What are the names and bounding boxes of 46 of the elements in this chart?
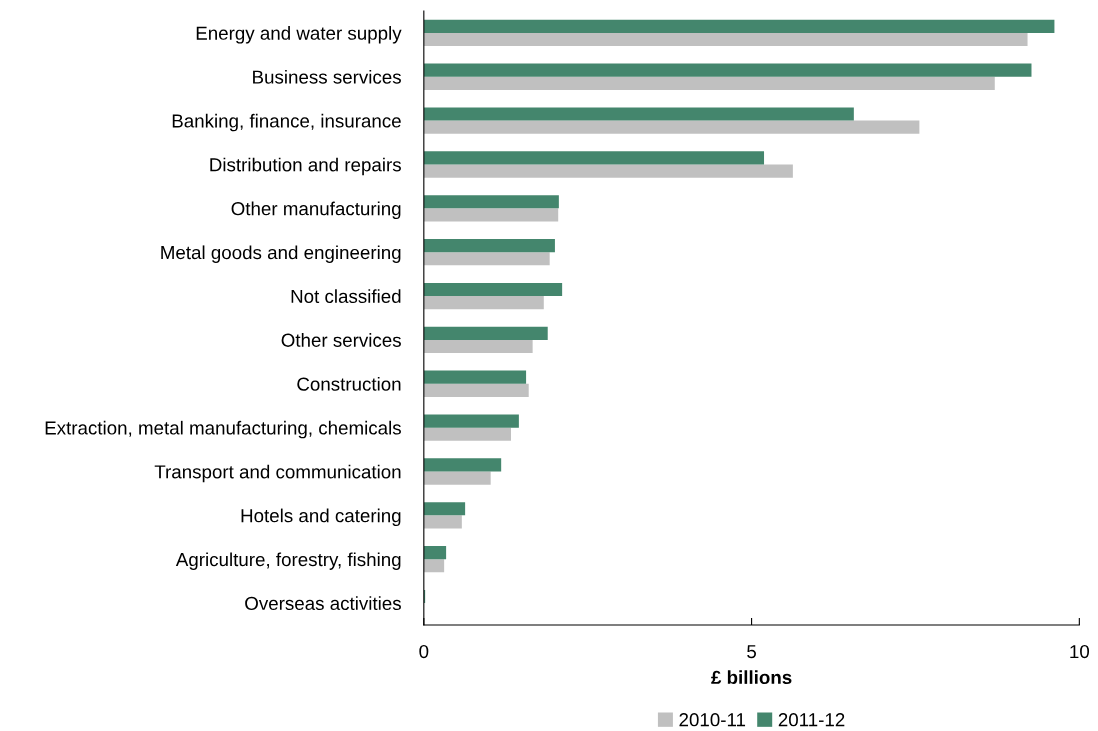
bar (423, 208, 559, 222)
bar (423, 252, 550, 266)
bar (423, 120, 920, 134)
bar (423, 471, 491, 485)
y-tick-label: Agriculture, forestry, fishing (175, 552, 401, 570)
bar (423, 414, 519, 428)
x-tick-label: 10 (1070, 644, 1090, 659)
bar (423, 76, 995, 90)
bar (423, 546, 447, 560)
y-tick-label: Other services (281, 333, 401, 347)
bar (423, 239, 555, 253)
bar (423, 164, 793, 178)
x-axis-title: £ billions (711, 670, 792, 685)
y-tick-label: Transport and communication (154, 464, 401, 483)
bar (423, 195, 559, 209)
y-tick-label: Other manufacturing (231, 201, 401, 220)
y-tick-label: Energy and water supply (196, 26, 402, 44)
y-tick-label: Banking, finance, insurance (172, 113, 401, 132)
bar (423, 383, 529, 397)
bar (423, 107, 854, 121)
y-tick-label: Hotels and catering (241, 508, 401, 527)
bar (423, 326, 548, 340)
legend-label: 2010-11 (679, 713, 746, 727)
x-tick-label: 5 (747, 645, 757, 659)
x-tick-label: 0 (419, 644, 429, 659)
bar (423, 559, 445, 573)
bar (423, 296, 544, 310)
y-tick-label: Metal goods and engineering (161, 245, 401, 263)
bar (423, 19, 1055, 33)
y-tick-label: Business services (253, 69, 401, 84)
y-tick-label: Not classified (291, 289, 401, 304)
bar (423, 502, 466, 516)
bar (423, 282, 563, 297)
bar (423, 515, 462, 529)
bar (423, 151, 765, 165)
legend-label: 2011-12 (778, 713, 845, 727)
bar (423, 32, 1028, 47)
y-tick-label: Construction (297, 376, 401, 391)
y-tick-label: Extraction, metal manufacturing, chemicals (45, 420, 401, 439)
y-tick-label: Distribution and repairs (210, 157, 401, 176)
bar (423, 427, 512, 441)
bar (423, 63, 1032, 77)
bar (423, 339, 533, 354)
bar (423, 458, 502, 472)
bar (423, 370, 527, 384)
y-tick-label: Overseas activities (245, 596, 401, 611)
